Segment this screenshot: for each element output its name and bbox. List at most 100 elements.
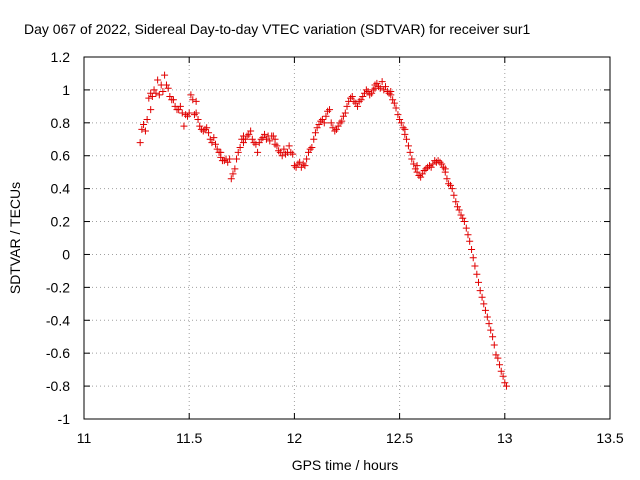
data-point (175, 106, 183, 114)
data-point (471, 262, 479, 270)
data-point (343, 102, 351, 110)
y-tick-labels: 1.2 1 0.8 0.6 0.4 0.2 0 -0.2 -0.4 -0.6 -0.8 -1 (46, 49, 70, 427)
data-point (210, 134, 218, 142)
data-point (311, 129, 319, 137)
data-point (420, 167, 428, 175)
data-point (239, 132, 247, 140)
data-point (364, 88, 372, 96)
data-point (476, 287, 484, 295)
data-point (404, 142, 412, 150)
data-point (373, 79, 381, 87)
data-point (318, 116, 326, 124)
data-point (233, 155, 241, 163)
data-point (494, 354, 502, 362)
data-point (460, 218, 468, 226)
y-tick-label: 0 (62, 246, 70, 262)
data-point (385, 89, 393, 97)
data-point (422, 165, 430, 173)
data-point (501, 379, 509, 387)
data-point (231, 165, 239, 173)
data-point (382, 83, 390, 91)
data-point (496, 361, 504, 369)
y-tick-label: -0.8 (46, 378, 70, 394)
data-point (389, 96, 397, 104)
data-point (239, 139, 247, 147)
data-point (255, 139, 263, 147)
data-point (306, 145, 314, 153)
data-point (262, 135, 270, 143)
data-point (276, 148, 284, 156)
data-point (411, 165, 419, 173)
data-point (485, 320, 493, 328)
data-point (189, 96, 197, 104)
data-point (299, 160, 307, 168)
y-tick-label: 0.8 (51, 115, 71, 131)
data-point (338, 117, 346, 125)
data-point (147, 89, 155, 97)
data-point (392, 104, 400, 112)
data-point (206, 135, 214, 143)
data-point (331, 127, 339, 135)
data-point (387, 88, 395, 96)
data-point (203, 124, 211, 132)
data-point (261, 130, 269, 138)
data-point (154, 76, 162, 84)
data-point (147, 106, 155, 114)
data-point (341, 109, 349, 117)
data-point (497, 367, 505, 375)
data-point (136, 139, 144, 147)
data-point (368, 89, 376, 97)
data-point (348, 92, 356, 100)
data-point (289, 150, 297, 158)
data-point (201, 125, 209, 133)
data-point (489, 333, 497, 341)
data-point (192, 109, 200, 117)
y-tick-label: 1.2 (51, 49, 71, 65)
data-point (169, 96, 177, 104)
data-point (438, 160, 446, 168)
data-point (334, 122, 342, 130)
data-point (304, 148, 312, 156)
data-point (459, 214, 467, 222)
data-point (396, 116, 404, 124)
data-point (329, 124, 337, 132)
data-point (415, 171, 423, 179)
data-point (280, 145, 288, 153)
grid (84, 57, 610, 419)
data-point (475, 278, 482, 286)
data-point (192, 97, 200, 105)
data-point (327, 119, 335, 127)
data-point (439, 163, 447, 171)
data-point (236, 144, 244, 151)
chart-title: Day 067 of 2022, Sidereal Day-to-day VTE… (24, 21, 530, 37)
data-point (413, 168, 421, 176)
data-point (453, 203, 461, 211)
data-point (427, 163, 435, 171)
data-point (150, 86, 158, 94)
data-point (336, 119, 344, 127)
data-point (194, 116, 202, 124)
data-point (159, 88, 167, 96)
data-point (352, 99, 360, 107)
data-point (271, 135, 279, 143)
x-tick-label: 13 (497, 430, 513, 446)
data-point (282, 150, 290, 158)
data-point (481, 306, 489, 314)
data-point (252, 140, 260, 148)
data-point (410, 160, 418, 168)
data-point (180, 122, 188, 130)
data-point (417, 173, 425, 181)
data-point (436, 158, 444, 166)
data-point (148, 92, 156, 100)
data-point (234, 148, 242, 156)
data-point (220, 157, 228, 165)
data-point (362, 86, 370, 94)
data-point (187, 91, 195, 99)
data-point (502, 382, 510, 390)
data-point (399, 124, 407, 132)
data-point (406, 148, 414, 156)
data-point (145, 94, 153, 102)
data-point (310, 135, 318, 143)
data-point (278, 152, 286, 160)
data-point (266, 137, 274, 145)
